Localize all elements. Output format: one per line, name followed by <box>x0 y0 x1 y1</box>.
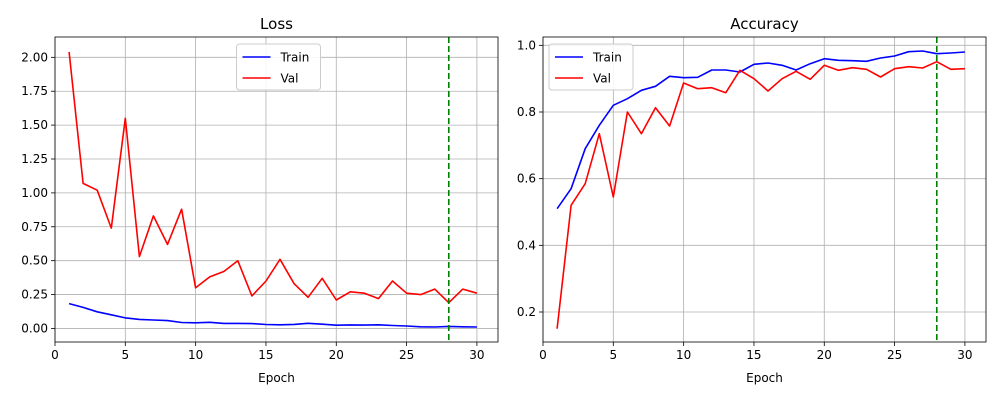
x-axis-label: Epoch <box>258 371 295 385</box>
series-line-train <box>68 302 477 328</box>
chart-title: Accuracy <box>730 15 799 33</box>
y-tick-label: 0.2 <box>517 305 536 319</box>
x-tick-label: 15 <box>746 348 761 362</box>
x-axis-label: Epoch <box>746 371 783 385</box>
y-tick-label: 1.0 <box>517 38 536 52</box>
series-line-train <box>556 50 965 210</box>
plot-frame <box>54 36 499 343</box>
accuracy-chart: 0 5 10 15 20 25 30 0.2 0.4 0.6 0.8 1.0 Accuracy Epoch… <box>517 15 987 385</box>
y-tick-label: 0.50 <box>21 254 48 268</box>
x-tick-label: 25 <box>887 348 902 362</box>
x-tick-label: 30 <box>957 348 972 362</box>
y-tick-label: 0.8 <box>517 105 536 119</box>
legend-label-train: Train <box>592 51 622 65</box>
y-tick-label: 1.00 <box>21 186 48 200</box>
x-tick-label: 5 <box>121 348 129 362</box>
x-tick-label: 5 <box>609 348 617 362</box>
legend-label-val: Val <box>281 72 299 86</box>
x-tick-label: 15 <box>258 348 273 362</box>
y-tick-label: 0.6 <box>517 172 536 186</box>
y-tick-label: 0.00 <box>21 321 48 335</box>
x-tick-label: 20 <box>817 348 832 362</box>
y-tick-label: 1.75 <box>21 84 48 98</box>
y-tick-label: 0.25 <box>21 288 48 302</box>
series-line-val <box>556 60 965 329</box>
plot-frame <box>542 36 987 343</box>
y-tick-label: 0.75 <box>21 220 48 234</box>
y-tick-label: 1.25 <box>21 152 48 166</box>
x-tick-label: 10 <box>188 348 203 362</box>
y-tick-label: 0.4 <box>517 238 536 252</box>
x-tick-label: 20 <box>329 348 344 362</box>
legend: Train Val <box>548 43 634 91</box>
legend: Train Val <box>236 43 321 91</box>
series-line-val <box>68 51 478 304</box>
legend-label-train: Train <box>280 51 310 65</box>
x-tick-label: 25 <box>399 348 414 362</box>
y-tick-label: 1.50 <box>21 118 48 132</box>
y-tick-label: 2.00 <box>21 50 48 64</box>
loss-chart: 0 5 10 15 20 25 30 0.00 0.25 0.50 0.75 1.00 1.25 1.50… <box>21 15 499 385</box>
x-tick-label: 30 <box>469 348 484 362</box>
x-tick-label: 0 <box>51 348 59 362</box>
x-tick-label: 10 <box>676 348 691 362</box>
chart-title: Loss <box>260 15 293 33</box>
legend-label-val: Val <box>593 72 611 86</box>
x-tick-label: 0 <box>539 348 547 362</box>
